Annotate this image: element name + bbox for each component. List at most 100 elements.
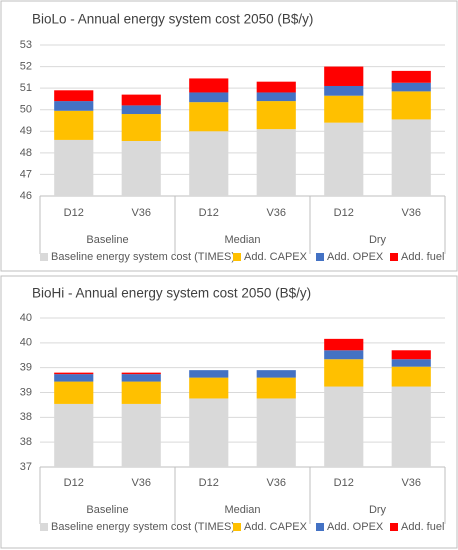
y-tick-label: 46 (20, 190, 32, 202)
legend-swatch (233, 523, 241, 531)
y-tick-label: 52 (20, 60, 32, 72)
group-label: Median (224, 234, 260, 246)
x-tick-label: V36 (266, 207, 286, 219)
x-tick-label: V36 (401, 477, 421, 489)
x-tick-label: V36 (131, 477, 151, 489)
bar-segment (121, 114, 161, 141)
group-label: Dry (369, 234, 387, 246)
y-tick-label: 38 (20, 411, 32, 423)
bar-segment (54, 374, 94, 382)
y-tick-label: 39 (20, 386, 32, 398)
bar-segment (391, 386, 431, 467)
bar-segment (121, 374, 161, 382)
bar-segment (391, 366, 431, 387)
bar-segment (256, 81, 296, 93)
chart-title: BioHi - Annual energy system cost 2050 (… (32, 286, 311, 301)
group-label: Dry (369, 504, 387, 516)
bar-segment (256, 92, 296, 102)
bar-segment (54, 139, 94, 196)
x-tick-label: D12 (334, 207, 354, 219)
bar-segment (391, 119, 431, 196)
bar-segment (54, 381, 94, 404)
bar-segment (324, 85, 364, 96)
y-tick-label: 40 (20, 337, 32, 349)
legend-label: Add. OPEX (327, 521, 384, 533)
legend-swatch (390, 253, 398, 261)
legend-label: Baseline energy system cost (TIMES) (51, 521, 235, 533)
x-tick-label: V36 (266, 477, 286, 489)
y-tick-label: 50 (20, 104, 32, 116)
legend-label: Add. CAPEX (244, 251, 308, 263)
bar-segment (54, 110, 94, 140)
legend-swatch (316, 523, 324, 531)
x-tick-label: D12 (64, 207, 84, 219)
y-tick-label: 40 (20, 312, 32, 324)
bar-segment (121, 381, 161, 404)
bar-segment (391, 350, 431, 360)
bar-segment (189, 370, 229, 378)
x-tick-label: D12 (334, 477, 354, 489)
legend-swatch (233, 253, 241, 261)
bar-segment (256, 129, 296, 196)
y-tick-label: 39 (20, 362, 32, 374)
y-tick-label: 49 (20, 125, 32, 137)
bar-segment (256, 370, 296, 378)
bar-segment (391, 82, 431, 92)
bar-segment (54, 372, 94, 375)
chart-frame (0, 275, 458, 549)
bar-segment (324, 66, 364, 86)
x-tick-label: D12 (199, 477, 219, 489)
bar-segment (324, 359, 364, 387)
legend-label: Baseline energy system cost (TIMES) (51, 251, 235, 263)
group-label: Baseline (86, 504, 128, 516)
x-tick-label: V36 (131, 207, 151, 219)
bar-segment (189, 102, 229, 132)
chart-title: BioLo - Annual energy system cost 2050 (… (32, 12, 313, 27)
bar-segment (121, 105, 161, 115)
bar-segment (256, 377, 296, 399)
bar-segment (324, 338, 364, 351)
bar-segment (391, 91, 431, 120)
bar-segment (324, 386, 364, 467)
bar-segment (324, 122, 364, 196)
y-tick-label: 53 (20, 39, 32, 51)
legend-label: Add. CAPEX (244, 521, 308, 533)
legend-swatch (316, 253, 324, 261)
bar-segment (54, 90, 94, 102)
y-tick-label: 48 (20, 147, 32, 159)
bar-segment (189, 78, 229, 93)
bar-segment (121, 140, 161, 196)
legend-swatch (40, 523, 48, 531)
legend-label: Add. fuel (401, 251, 444, 263)
y-tick-label: 51 (20, 82, 32, 94)
x-tick-label: V36 (401, 207, 421, 219)
y-tick-label: 47 (20, 168, 32, 180)
bar-segment (391, 359, 431, 367)
bar-segment (189, 131, 229, 196)
bar-segment (324, 350, 364, 360)
chart-frame (0, 0, 458, 272)
bar-segment (391, 70, 431, 83)
group-label: Baseline (86, 234, 128, 246)
bar-segment (189, 377, 229, 399)
legend-swatch (390, 523, 398, 531)
bar-segment (189, 92, 229, 103)
x-tick-label: D12 (64, 477, 84, 489)
bar-segment (54, 403, 94, 467)
y-tick-label: 38 (20, 436, 32, 448)
legend-label: Add. fuel (401, 521, 444, 533)
legend-swatch (40, 253, 48, 261)
legend-label: Add. OPEX (327, 251, 384, 263)
bar-segment (121, 94, 161, 106)
bar-segment (121, 403, 161, 467)
x-tick-label: D12 (199, 207, 219, 219)
bar-segment (324, 95, 364, 123)
y-tick-label: 37 (20, 461, 32, 473)
group-label: Median (224, 504, 260, 516)
bar-segment (189, 398, 229, 467)
bar-segment (256, 101, 296, 130)
bar-segment (54, 101, 94, 111)
bar-segment (121, 372, 161, 375)
